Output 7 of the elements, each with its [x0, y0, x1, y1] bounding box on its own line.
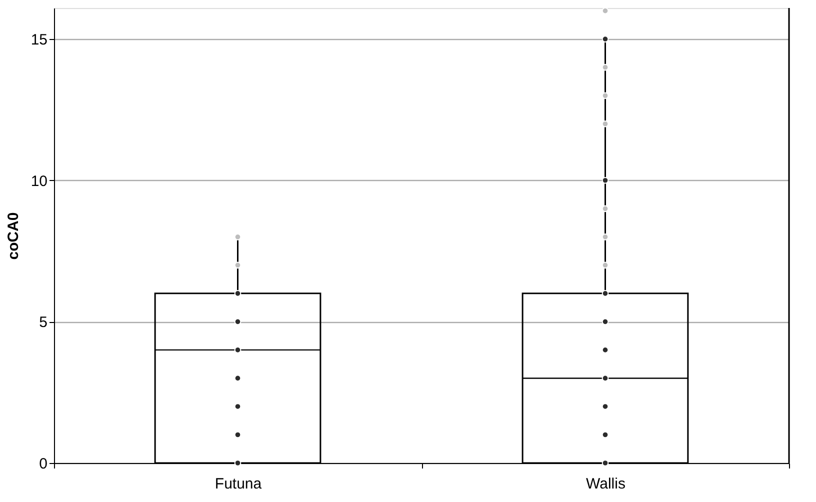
x-tick-label: Futuna	[214, 476, 262, 492]
y-tick-label: 0	[39, 456, 48, 472]
y-tick-label: 5	[39, 314, 48, 332]
y-axis-title: coCA0	[4, 212, 22, 260]
y-tick-label: 10	[30, 172, 48, 190]
y-tick-label: 15	[30, 32, 48, 49]
x-tick-label: Wallis	[586, 476, 626, 492]
